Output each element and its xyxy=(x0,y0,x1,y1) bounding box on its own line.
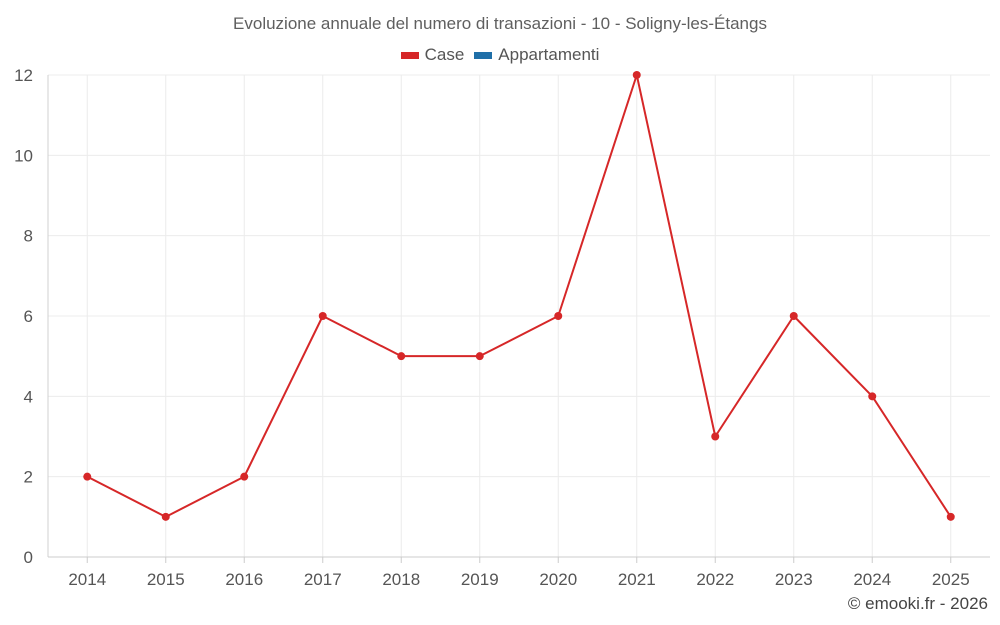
x-tick-label: 2015 xyxy=(147,570,185,589)
data-point xyxy=(868,392,877,401)
data-point xyxy=(318,312,327,320)
y-tick-label: 2 xyxy=(24,468,33,487)
x-tick-label: 2017 xyxy=(304,570,342,589)
legend-label-case: Case xyxy=(424,45,465,64)
legend-label-appartamenti: Appartamenti xyxy=(498,45,600,64)
y-tick-label: 12 xyxy=(14,66,33,85)
legend: Case Appartamenti xyxy=(0,45,1000,65)
data-point xyxy=(554,312,563,320)
x-tick-label: 2016 xyxy=(225,570,263,589)
data-point xyxy=(475,352,484,361)
x-tick-label: 2022 xyxy=(696,570,734,589)
legend-swatch-appartamenti xyxy=(474,51,493,59)
legend-swatch-case xyxy=(400,51,419,59)
data-point xyxy=(161,512,170,521)
credit-text: © emooki.fr - 2026 xyxy=(847,594,988,613)
x-tick-label: 2025 xyxy=(932,570,970,589)
series-line-case xyxy=(86,74,952,518)
data-point xyxy=(632,71,641,79)
y-tick-label: 6 xyxy=(24,307,33,326)
data-point xyxy=(946,512,955,521)
x-tick-label: 2019 xyxy=(461,570,499,589)
data-point xyxy=(83,472,92,481)
data-point xyxy=(397,352,406,361)
x-tick-label: 2024 xyxy=(853,570,891,589)
legend-item-appartamenti[interactable]: Appartamenti xyxy=(474,45,599,65)
data-point xyxy=(711,432,720,441)
x-tick-label: 2018 xyxy=(382,570,420,589)
x-tick-label: 2021 xyxy=(618,570,656,589)
x-tick-label: 2014 xyxy=(68,570,106,589)
y-tick-label: 8 xyxy=(24,227,33,246)
y-tick-label: 4 xyxy=(24,387,33,406)
chart-title: Evoluzione annuale del numero di transaz… xyxy=(233,14,767,33)
data-point xyxy=(240,472,249,481)
x-tick-label: 2020 xyxy=(539,570,577,589)
y-tick-label: 10 xyxy=(14,146,33,165)
data-point xyxy=(789,312,798,320)
legend-item-case[interactable]: Case xyxy=(400,45,465,65)
x-tick-label: 2023 xyxy=(775,570,813,589)
y-tick-label: 0 xyxy=(24,548,33,567)
